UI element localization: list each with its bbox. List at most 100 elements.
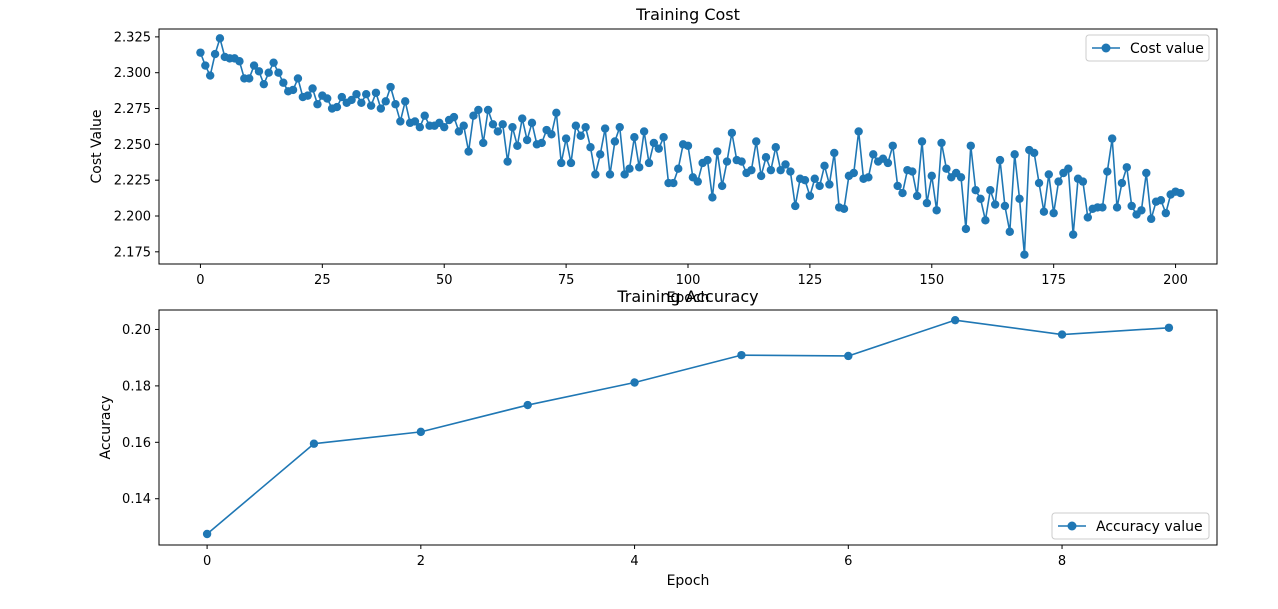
cost-data-point: [376, 104, 386, 113]
accuracy-data-point: [1057, 330, 1067, 339]
accuracy-data-point: [416, 427, 426, 437]
cost-data-point: [810, 174, 819, 183]
accuracy-y-axis-label: Accuracy: [98, 396, 114, 460]
cost-data-point: [547, 130, 556, 139]
cost-data-point: [620, 170, 629, 179]
accuracy-x-tick-label: 0: [203, 554, 211, 569]
accuracy-legend-label: Accuracy value: [1096, 519, 1203, 535]
cost-data-point: [639, 127, 649, 136]
cost-data-point: [669, 178, 678, 188]
cost-data-point: [737, 157, 746, 166]
cost-data-point: [976, 194, 985, 203]
cost-data-point: [761, 153, 771, 162]
cost-data-point: [971, 186, 980, 195]
cost-data-point: [366, 101, 376, 110]
cost-data-point: [1000, 201, 1010, 211]
cost-data-point: [942, 164, 951, 173]
cost-data-point: [1098, 203, 1107, 212]
cost-data-point: [805, 191, 815, 201]
cost-data-point: [990, 200, 1000, 209]
cost-data-point: [747, 165, 756, 175]
accuracy-legend: Accuracy value: [1051, 512, 1210, 540]
cost-x-tick-label: 0: [196, 273, 204, 288]
cost-axes-frame: [158, 28, 1218, 265]
cost-data-point: [459, 121, 468, 130]
cost-data-point: [1029, 148, 1039, 158]
cost-data-point: [381, 97, 390, 106]
cost-data-point: [210, 49, 220, 59]
cost-data-point: [503, 157, 512, 166]
accuracy-x-tick-label: 4: [630, 554, 638, 569]
cost-x-axis-label: Epoch: [667, 290, 710, 306]
cost-data-point: [1064, 164, 1073, 173]
accuracy-data-point: [309, 439, 319, 448]
cost-data-point: [493, 127, 503, 136]
cost-data-point: [201, 61, 210, 70]
cost-legend: Cost value: [1085, 34, 1210, 62]
accuracy-data-point: [844, 351, 853, 361]
cost-data-point: [883, 158, 893, 168]
cost-y-tick-label: 2.175: [114, 245, 151, 260]
cost-data-point: [440, 122, 449, 132]
cost-data-point: [981, 216, 990, 225]
cost-data-point: [1054, 177, 1063, 186]
cost-data-point: [303, 91, 312, 100]
accuracy-y-tick-label: 0.20: [122, 323, 151, 338]
cost-data-point: [815, 181, 824, 191]
cost-data-point: [488, 120, 498, 129]
accuracy-legend-box: [1051, 512, 1210, 540]
cost-data-point: [898, 188, 907, 198]
cost-legend-marker: [1101, 43, 1111, 53]
cost-data-point: [196, 48, 205, 57]
cost-data-point: [576, 131, 585, 140]
accuracy-y-tick-label: 0.18: [122, 379, 151, 394]
cost-data-point: [527, 118, 537, 128]
cost-data-point: [586, 143, 595, 152]
cost-data-point: [1122, 163, 1132, 172]
cost-series-line: [199, 37, 1181, 256]
cost-data-point: [352, 90, 361, 99]
cost-data-point: [254, 67, 264, 76]
cost-data-point: [1146, 214, 1156, 224]
cost-data-point: [708, 193, 717, 202]
cost-data-point: [323, 94, 332, 103]
cost-data-point: [522, 135, 532, 145]
cost-data-point: [591, 170, 600, 179]
cost-x-tick-label: 150: [919, 273, 944, 288]
cost-data-point: [1156, 196, 1166, 205]
cost-data-point: [386, 82, 395, 92]
cost-data-point: [649, 138, 659, 148]
cost-data-point: [537, 138, 546, 148]
cost-data-point: [756, 171, 766, 181]
cost-data-point: [776, 165, 785, 175]
cost-data-point: [1044, 170, 1053, 179]
cost-data-point: [464, 147, 473, 156]
cost-data-point: [615, 122, 624, 132]
accuracy-data-point: [202, 529, 212, 539]
cost-data-point: [454, 127, 464, 136]
cost-chart-title: Training Cost: [635, 5, 740, 24]
cost-data-point: [474, 105, 483, 115]
cost-x-tick-label: 175: [1041, 273, 1066, 288]
cost-data-point: [625, 164, 634, 173]
cost-x-tick-label: 50: [436, 273, 453, 288]
cost-data-point: [986, 186, 995, 195]
cost-data-point: [1176, 188, 1185, 198]
cost-legend-box: [1085, 34, 1210, 62]
cost-data-point: [391, 100, 400, 109]
accuracy-y-tick-label: 0.14: [122, 492, 151, 507]
cost-data-point: [596, 150, 605, 159]
cost-data-point: [966, 141, 975, 150]
cost-data-point: [932, 206, 941, 215]
cost-x-tick-label: 100: [676, 273, 701, 288]
cost-data-point: [927, 171, 936, 181]
cost-data-point: [483, 105, 493, 115]
cost-data-point: [561, 134, 571, 143]
cost-data-point: [571, 121, 581, 130]
cost-data-point: [610, 137, 620, 146]
cost-data-point: [1068, 230, 1078, 239]
cost-data-point: [674, 164, 683, 173]
cost-data-point: [917, 137, 927, 146]
cost-data-point: [1142, 168, 1151, 178]
cost-data-point: [849, 168, 858, 178]
